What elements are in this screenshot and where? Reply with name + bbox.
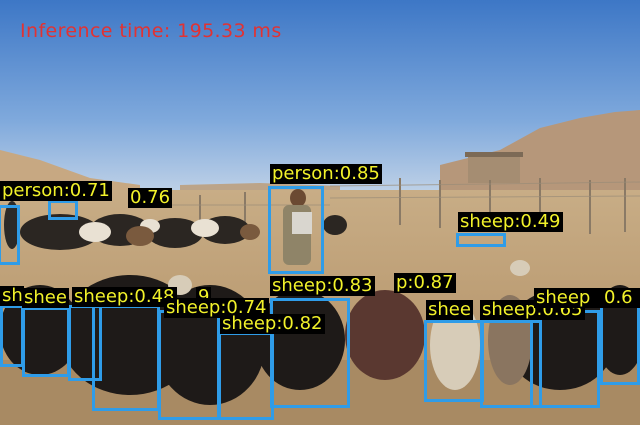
detection-box-sheep-6 bbox=[218, 332, 274, 420]
detection-label: shee bbox=[22, 288, 69, 308]
detection-label: 0.76 bbox=[128, 188, 173, 208]
inference-time-text: Inference time: 195.33 ms bbox=[20, 20, 282, 42]
detection-box-sheep-4 bbox=[92, 305, 160, 411]
detection-box-person-center bbox=[268, 186, 324, 274]
detection-box-sheep-7 bbox=[270, 298, 350, 408]
detection-box-sheep-11 bbox=[600, 305, 640, 385]
detection-label: 0.6 bbox=[602, 288, 640, 308]
detection-label: shee bbox=[426, 300, 473, 320]
detection-label: sheep:0.83 bbox=[270, 276, 375, 296]
detection-label: sh bbox=[0, 286, 24, 306]
detection-box-person-left bbox=[0, 205, 20, 265]
detection-box-sheep-far-right bbox=[456, 233, 506, 247]
detection-label: sheep bbox=[534, 288, 602, 308]
detection-label: sheep:0.82 bbox=[220, 314, 325, 334]
detection-box-sheep-10 bbox=[530, 310, 600, 408]
detection-label: person:0.85 bbox=[270, 164, 382, 184]
detection-box-back-small bbox=[48, 200, 78, 220]
detection-box-sheep-9 bbox=[480, 320, 542, 408]
detection-label: sheep:0.48 bbox=[72, 287, 177, 307]
detection-label: p:0.87 bbox=[394, 273, 456, 293]
detection-box-sheep-2 bbox=[22, 307, 70, 377]
detection-label: person:0.71 bbox=[0, 181, 112, 201]
detection-box-sheep-8 bbox=[424, 320, 484, 402]
detection-label: sheep:0.74 bbox=[164, 298, 269, 318]
detection-box-sheep-1 bbox=[0, 305, 24, 367]
detection-label: sheep:0.49 bbox=[458, 212, 563, 232]
detection-box-sheep-5 bbox=[158, 310, 220, 420]
